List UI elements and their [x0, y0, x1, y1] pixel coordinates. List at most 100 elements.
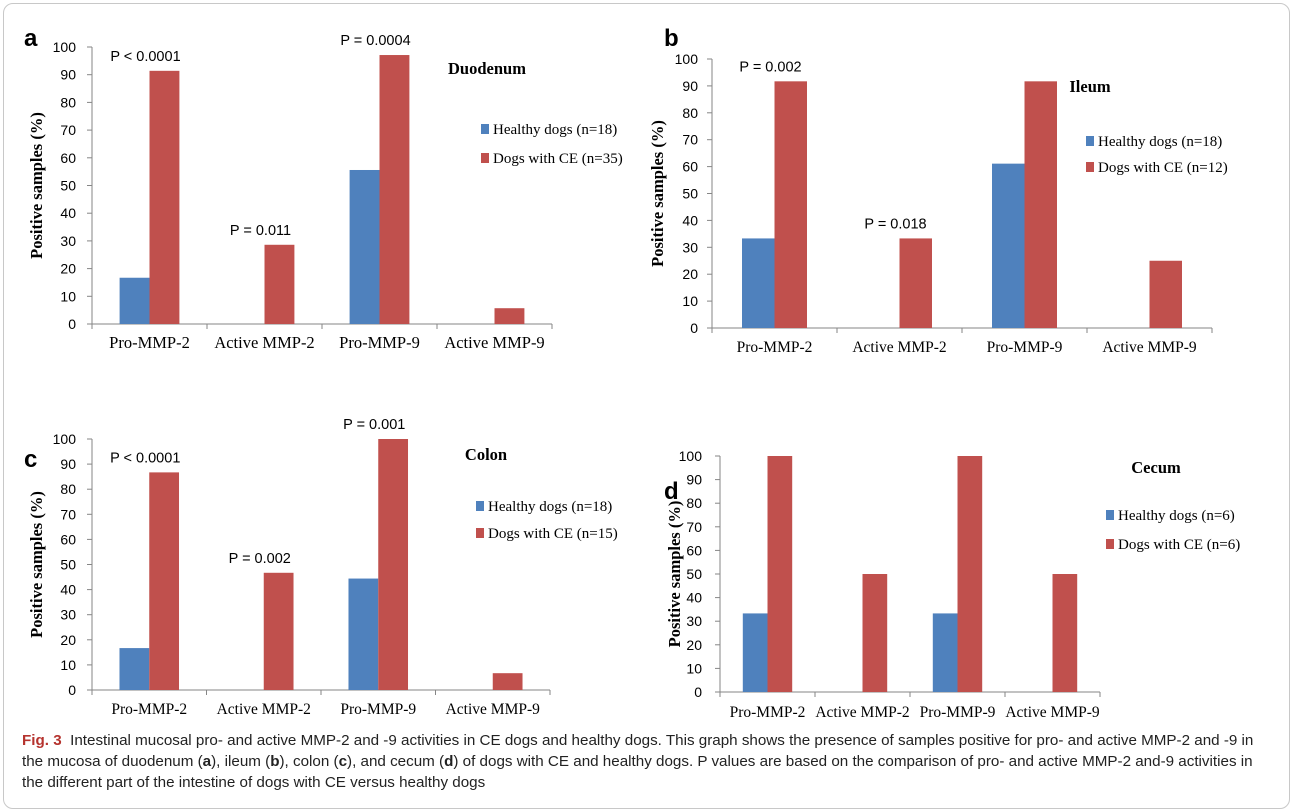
bar-ce-3: [1052, 574, 1078, 692]
legend-swatch: [476, 501, 484, 511]
x-category-label: Active MMP-2: [815, 704, 909, 721]
y-tick-label: 20: [686, 637, 702, 653]
x-category-label: Active MMP-9: [444, 333, 544, 352]
legend-swatch: [476, 528, 484, 538]
y-tick-label: 0: [68, 316, 76, 332]
y-tick-label: 90: [682, 78, 698, 94]
chart-panel-a: 0 10 20 30 40 50 60 70 80 90 100 Pro-MMP-2 Active MM…: [24, 25, 623, 352]
y-tick-label: 60: [686, 542, 702, 558]
bar-healthy-2: [932, 613, 958, 692]
y-tick-label: 10: [682, 293, 698, 309]
chart-title: Colon: [465, 445, 507, 464]
legend-entry: Dogs with CE (n=6): [1118, 537, 1240, 553]
legend-swatch: [1106, 510, 1114, 520]
caption-text-2: ), ileum (: [211, 753, 271, 770]
legend-entry: Healthy dogs (n=18): [488, 499, 612, 515]
bar-ce-2: [379, 55, 410, 325]
y-tick-label: 10: [60, 288, 76, 304]
x-category-label: Active MMP-9: [1005, 704, 1100, 721]
bar-ce-2: [378, 439, 409, 690]
caption-text-1: Intestinal mucosal pro- and active MMP-2…: [22, 732, 1254, 770]
x-category-label: Pro-MMP-2: [737, 339, 813, 356]
y-tick-label: 100: [53, 39, 77, 55]
bar-ce-0: [774, 81, 807, 329]
p-value-annotation: P = 0.011: [230, 223, 291, 239]
x-category-label: Active MMP-2: [214, 333, 314, 352]
legend-entry: Healthy dogs (n=6): [1118, 508, 1235, 524]
chart-panel-d: 0 10 20 30 40 50 60 70 80 90 100 Pro-MMP-2 Active MM…: [664, 448, 1240, 721]
caption-label: Fig. 3: [22, 732, 62, 749]
y-tick-label: 0: [68, 682, 76, 698]
bar-ce-2: [1024, 81, 1057, 329]
y-tick-label: 80: [60, 94, 76, 110]
x-category-label: Pro-MMP-9: [339, 333, 420, 352]
y-tick-label: 40: [60, 582, 76, 598]
legend-swatch: [481, 153, 489, 163]
y-tick-label: 20: [60, 632, 76, 648]
chart-title: Duodenum: [448, 59, 526, 78]
legend-entry: Dogs with CE (n=35): [493, 151, 623, 167]
y-tick-label: 90: [686, 472, 702, 488]
bar-healthy-0: [119, 648, 150, 690]
caption-text-5: ) of dogs with CE and healthy dogs. P va…: [22, 753, 1253, 791]
caption-panel-a: a: [202, 753, 212, 770]
chart-title: Cecum: [1131, 458, 1181, 477]
chart-panel-c: 0 10 20 30 40 50 60 70 80 90 100 Pro-MMP-2 Active MM…: [24, 417, 618, 718]
panel-letter: a: [24, 25, 38, 52]
figure-caption: Fig. 3 Intestinal mucosal pro- and activ…: [22, 730, 1277, 793]
bar-ce-1: [264, 244, 295, 324]
y-tick-label: 0: [694, 684, 702, 700]
y-tick-label: 60: [60, 531, 76, 547]
y-tick-label: 70: [60, 506, 76, 522]
legend-entry: Healthy dogs (n=18): [493, 122, 617, 138]
p-value-annotation: P = 0.018: [864, 216, 926, 232]
x-category-label: Pro-MMP-9: [987, 339, 1063, 356]
y-tick-label: 100: [53, 431, 77, 447]
y-tick-label: 50: [682, 186, 698, 202]
legend-swatch: [1086, 162, 1094, 172]
y-axis-label: Positive samples (%): [27, 491, 46, 638]
y-tick-label: 60: [60, 150, 76, 166]
bar-ce-0: [149, 472, 180, 690]
y-tick-label: 80: [686, 495, 702, 511]
caption-text-3: ), colon (: [279, 753, 339, 770]
y-tick-label: 80: [682, 105, 698, 121]
bar-healthy-2: [348, 578, 379, 690]
figure-frame: [3, 3, 1290, 809]
bar-healthy-2: [992, 163, 1025, 328]
y-tick-label: 70: [682, 132, 698, 148]
bar-ce-0: [767, 456, 793, 692]
y-axis-label: Positive samples (%): [665, 501, 684, 648]
y-tick-label: 100: [675, 51, 699, 67]
y-tick-label: 60: [682, 159, 698, 175]
caption-panel-c: c: [338, 753, 348, 770]
y-tick-label: 0: [690, 320, 698, 336]
y-tick-label: 90: [60, 67, 76, 83]
x-category-label: Pro-MMP-2: [730, 704, 806, 721]
caption-panel-b: b: [270, 753, 280, 770]
legend-entry: Healthy dogs (n=18): [1098, 134, 1222, 150]
x-category-label: Active MMP-9: [446, 701, 541, 718]
y-axis-label: Positive samples (%): [27, 112, 46, 259]
y-tick-label: 30: [682, 239, 698, 255]
bar-ce-1: [899, 238, 932, 328]
bar-ce-0: [149, 70, 180, 325]
bar-healthy-2: [349, 169, 380, 324]
bar-healthy-0: [742, 613, 768, 692]
bar-ce-3: [1149, 260, 1182, 328]
y-tick-label: 20: [682, 266, 698, 282]
chart-title: Ileum: [1069, 77, 1111, 96]
y-tick-label: 30: [60, 607, 76, 623]
y-tick-label: 40: [60, 205, 76, 221]
p-value-annotation: P = 0.001: [343, 417, 405, 433]
panel-letter: b: [664, 25, 679, 52]
y-tick-label: 90: [60, 456, 76, 472]
caption-text-4: ), and cecum (: [347, 753, 445, 770]
legend-entry: Dogs with CE (n=12): [1098, 160, 1228, 176]
x-category-label: Pro-MMP-2: [111, 701, 187, 718]
x-category-label: Active MMP-2: [852, 339, 946, 356]
y-tick-label: 20: [60, 261, 76, 277]
y-axis-label: Positive samples (%): [648, 120, 667, 267]
bar-ce-3: [492, 673, 523, 690]
